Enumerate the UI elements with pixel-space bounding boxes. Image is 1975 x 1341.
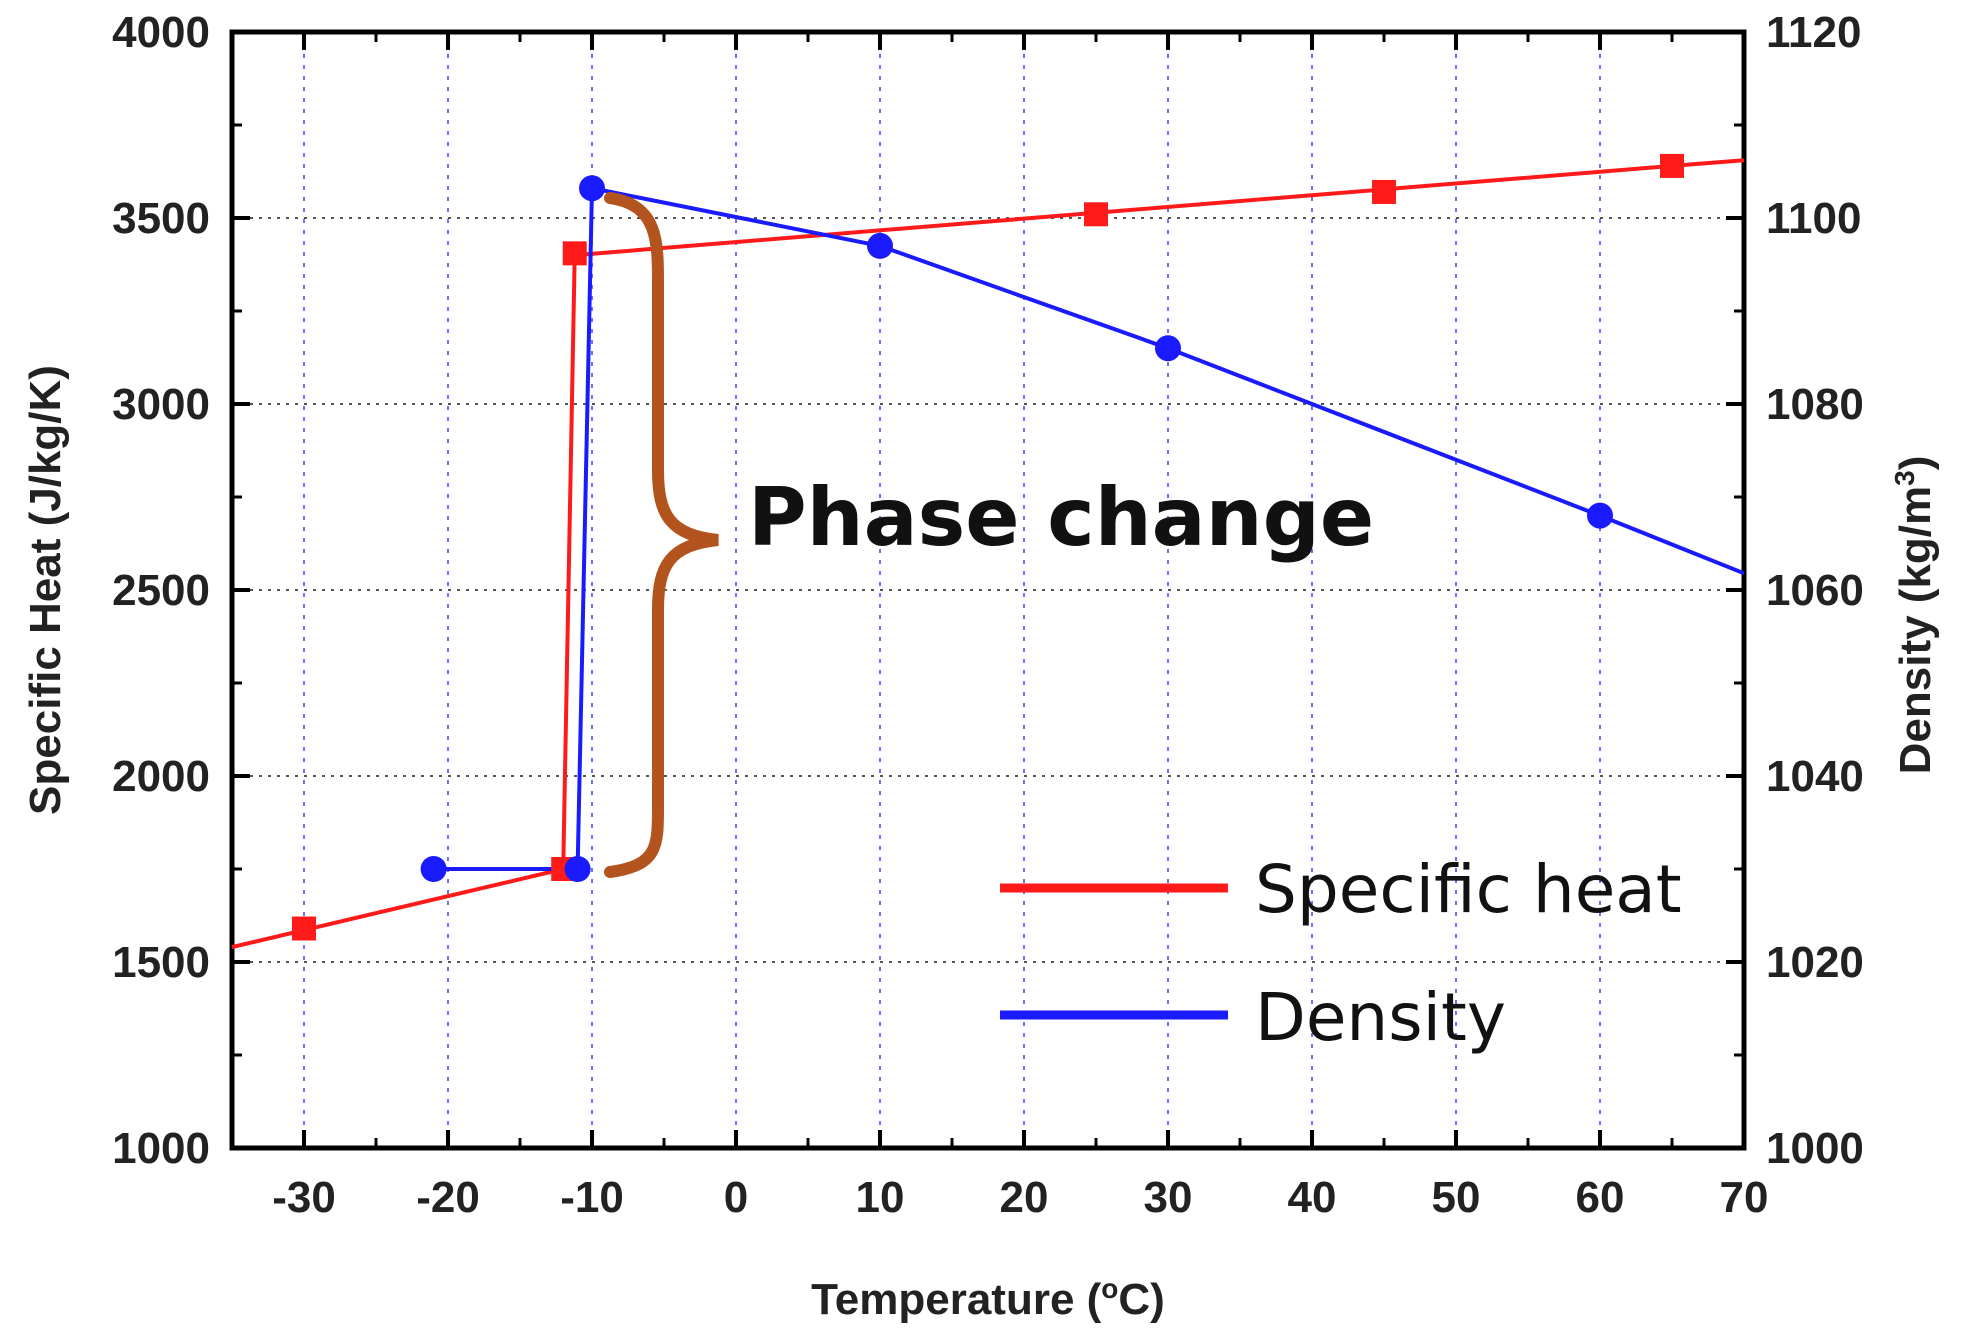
x-axis-title-suffix: C) — [1118, 1275, 1164, 1324]
density-point — [564, 856, 591, 882]
y-axis-right-title-prefix: Density (kg/m — [1891, 486, 1940, 775]
y-axis-left-title: Specific Heat (J/kg/K) — [21, 365, 70, 815]
x-axis-title: Temperature (oC) — [811, 1273, 1165, 1324]
y-axis-right-title: Density (kg/m3) — [1889, 456, 1940, 775]
specific-heat-point — [292, 916, 316, 941]
x-axis-title-prefix: Temperature ( — [811, 1275, 1101, 1324]
density-point — [420, 856, 447, 882]
y-right-tick-label: 1100 — [1766, 194, 1861, 243]
specific-heat-point — [1372, 179, 1396, 204]
series-markers — [292, 153, 1684, 941]
y-right-tick-label: 1020 — [1766, 938, 1864, 987]
legend-label-specific-heat: Specific heat — [1255, 851, 1682, 928]
phase-change-annotation: Phase change — [748, 471, 1374, 564]
x-tick-label: 70 — [1720, 1173, 1769, 1222]
density-point — [1587, 502, 1613, 529]
y-left-tick-label: 4000 — [112, 8, 210, 57]
degree-symbol: o — [1101, 1273, 1118, 1304]
specific-heat-point — [562, 241, 587, 266]
y-left-tick-label: 3000 — [112, 380, 210, 429]
y-left-tick-label: 1500 — [112, 938, 210, 987]
y-left-tick-label: 2500 — [112, 566, 210, 615]
specific-heat-point — [1660, 153, 1684, 178]
grid-lines — [232, 32, 1744, 1148]
legend: Specific heat Density — [1000, 851, 1682, 1056]
superscript-3: 3 — [1889, 470, 1920, 486]
y-right-tick-label: 1060 — [1766, 566, 1864, 615]
x-tick-label: -20 — [416, 1173, 480, 1222]
density-point — [579, 175, 605, 202]
x-tick-label: 30 — [1144, 1173, 1193, 1222]
x-tick-label: 50 — [1432, 1173, 1481, 1222]
x-tick-label: 0 — [724, 1173, 748, 1222]
y-left-tick-label: 3500 — [112, 194, 210, 243]
y-right-tick-label: 1080 — [1766, 380, 1864, 429]
density-point — [867, 232, 893, 259]
density-point — [1155, 335, 1181, 362]
x-tick-label: 40 — [1288, 1173, 1337, 1222]
x-tick-label: -10 — [560, 1173, 624, 1222]
y-right-tick-label: 1000 — [1766, 1124, 1864, 1173]
x-tick-label: 20 — [1000, 1173, 1049, 1222]
y-right-tick-label: 1120 — [1766, 8, 1861, 57]
y-left-tick-label: 2000 — [112, 752, 210, 801]
y-axis-right-title-suffix: ) — [1891, 456, 1940, 471]
legend-label-density: Density — [1255, 979, 1506, 1056]
y-right-tick-label: 1040 — [1766, 752, 1864, 801]
specific-heat-point — [1084, 202, 1108, 227]
y-left-tick-label: 1000 — [112, 1124, 210, 1173]
phase-change-brace — [604, 192, 719, 878]
x-tick-label: -30 — [272, 1173, 336, 1222]
tick-labels: -30 -20 -10 0 10 20 30 40 50 60 701000150020002500… — [112, 8, 1864, 1222]
x-tick-label: 60 — [1576, 1173, 1625, 1222]
axis-ticks — [230, 30, 1746, 1150]
x-tick-label: 10 — [856, 1173, 905, 1222]
